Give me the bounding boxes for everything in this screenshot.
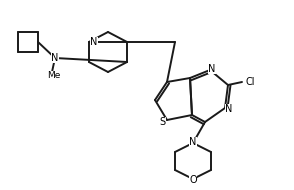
Text: N: N xyxy=(208,64,216,74)
Text: N: N xyxy=(189,137,197,147)
Text: N: N xyxy=(225,104,233,114)
Text: O: O xyxy=(189,175,197,185)
Text: S: S xyxy=(159,117,165,127)
Text: Me: Me xyxy=(47,71,61,81)
Text: N: N xyxy=(51,53,59,63)
Text: N: N xyxy=(90,37,98,47)
Text: Cl: Cl xyxy=(245,77,255,87)
